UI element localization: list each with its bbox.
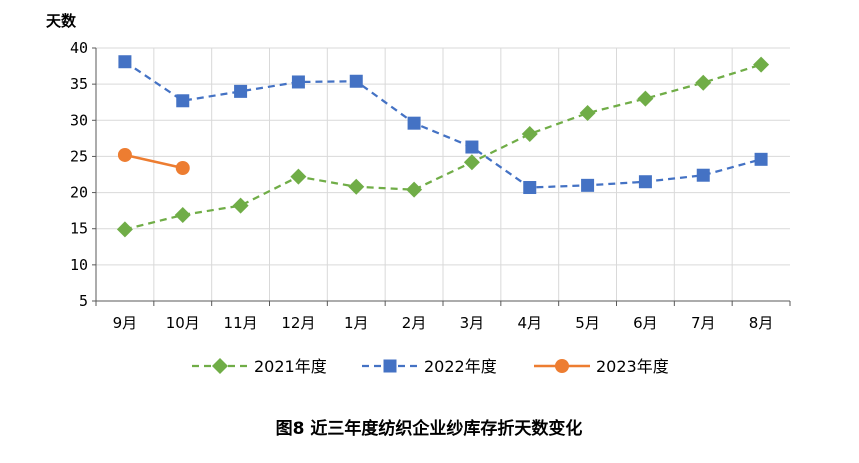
data-point [406, 181, 423, 198]
y-tick-label: 20 [70, 184, 88, 202]
data-point [521, 126, 538, 143]
data-point [407, 116, 421, 130]
x-tick-labels: 9月 10月 11月 12月 1月 2月 3月 4月 5月 6月 7月 8月 [113, 314, 774, 332]
series-line [124, 153, 184, 170]
x-tick-label: 4月 [517, 314, 542, 332]
y-tick-label: 40 [70, 39, 88, 57]
data-point [291, 75, 305, 89]
data-point [176, 94, 190, 108]
data-point [463, 154, 480, 171]
y-tick-label: 10 [70, 256, 88, 274]
legend-label: 2023年度 [596, 357, 669, 376]
x-tick-label: 6月 [633, 314, 658, 332]
y-axis-title: 天数 [46, 12, 77, 30]
data-point [349, 74, 363, 88]
data-point [637, 90, 654, 107]
data-point [695, 74, 712, 91]
data-point [753, 56, 770, 73]
series-1 [118, 55, 768, 195]
x-tick-label: 1月 [344, 314, 369, 332]
gridlines [96, 47, 790, 301]
data-point [116, 221, 133, 238]
data-point [175, 160, 190, 175]
data-point [696, 168, 710, 182]
legend-marker [555, 359, 569, 373]
x-tick-label: 3月 [460, 314, 485, 332]
x-tick-label: 2月 [402, 314, 427, 332]
y-tick-label: 15 [70, 220, 88, 238]
data-point [638, 175, 652, 189]
x-tick-label: 9月 [113, 314, 138, 332]
series-line [124, 63, 762, 231]
data-point [117, 147, 132, 162]
legend-item: 2023年度 [534, 357, 669, 376]
data-point [579, 105, 596, 122]
legend-item: 2022年度 [362, 357, 497, 376]
y-tick-label: 5 [79, 292, 88, 310]
data-point [174, 206, 191, 223]
data-point [118, 55, 132, 69]
data-point [465, 140, 479, 154]
series-layer [116, 55, 770, 238]
data-point [232, 197, 249, 214]
data-point [523, 181, 537, 195]
x-tick-label: 11月 [224, 314, 258, 332]
y-tick-label: 30 [70, 111, 88, 129]
x-tick-label: 12月 [281, 314, 315, 332]
y-tick-label: 25 [70, 147, 88, 165]
y-tick-labels: 5 10 15 20 25 30 35 40 [70, 39, 88, 310]
data-point [754, 152, 768, 166]
x-tick-label: 8月 [749, 314, 774, 332]
data-point [234, 84, 248, 98]
x-tick-label: 5月 [575, 314, 600, 332]
legend-label: 2022年度 [424, 357, 497, 376]
data-point [581, 178, 595, 192]
x-tick-label: 7月 [691, 314, 716, 332]
legend-marker [383, 359, 397, 373]
x-tick-label: 10月 [166, 314, 200, 332]
data-point [290, 168, 307, 185]
data-point [348, 178, 365, 195]
legend: 2021年度 2022年度 2023年度 [192, 357, 669, 376]
legend-label: 2021年度 [254, 357, 327, 376]
y-tick-label: 35 [70, 75, 88, 93]
series-0 [116, 56, 770, 238]
legend-item: 2021年度 [192, 357, 327, 376]
chart-title: 图8 近三年度纺织企业纱库存折天数变化 [276, 418, 583, 439]
axes [92, 47, 791, 306]
series-2 [117, 147, 190, 175]
legend-marker [212, 358, 228, 374]
